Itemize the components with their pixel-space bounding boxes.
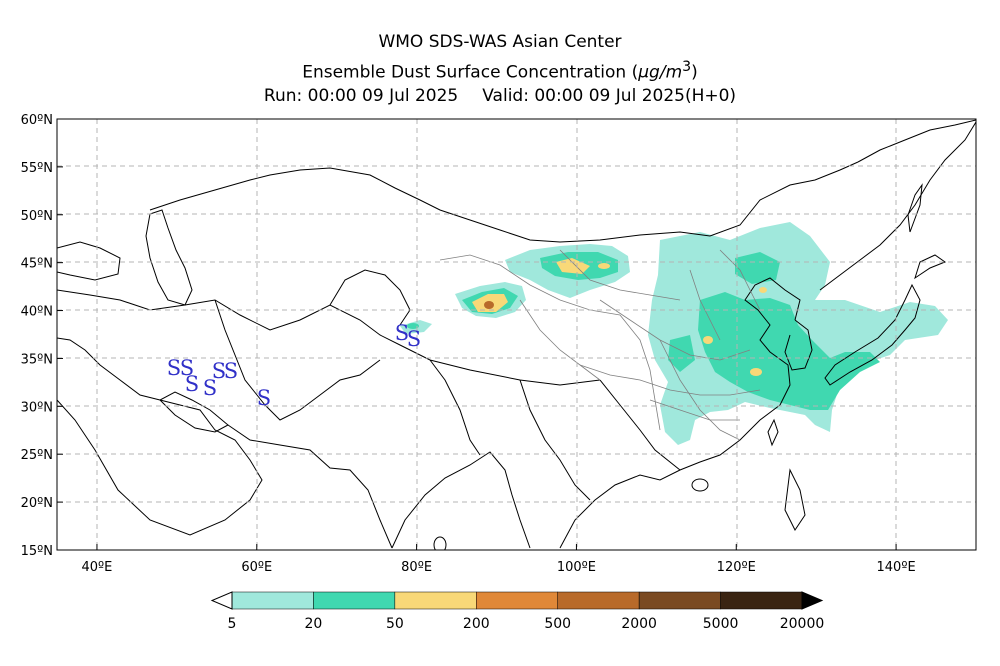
- dust-core-lv5: [484, 301, 494, 309]
- colorbar-level-label: 5000: [703, 616, 739, 632]
- dust-spot-lv3: [598, 263, 610, 269]
- lat-label: 40ºN: [21, 305, 53, 320]
- sandstorm-symbol: S: [257, 386, 271, 410]
- colorbar-swatch: [638, 591, 721, 610]
- lon-label: 120ºE: [717, 560, 756, 575]
- colorbar-swatch: [231, 591, 314, 610]
- colorbar-level-label: 5: [228, 616, 237, 632]
- dust-region-eastasia-lv2: [698, 292, 880, 410]
- colorbar-level-label: 500: [544, 616, 571, 632]
- valid-time: Valid: 00:00 09 Jul 2025(H+0): [482, 86, 737, 106]
- graticule: [57, 119, 976, 550]
- axis-ticks: [57, 118, 897, 551]
- colorbar-swatch: [476, 591, 558, 610]
- longitude-labels: 40ºE 60ºE 80ºE 100ºE 120ºE 140ºE: [82, 560, 916, 575]
- lon-label: 40ºE: [82, 560, 113, 575]
- sandstorm-symbol: S: [395, 321, 409, 345]
- sandstorm-symbol: S: [212, 359, 226, 383]
- lon-label: 60ºE: [241, 560, 272, 575]
- lat-label: 20ºN: [21, 496, 53, 511]
- china-province-boundaries: [439, 249, 761, 441]
- lat-label: 50ºN: [21, 209, 53, 224]
- lat-label: 30ºN: [21, 400, 53, 415]
- sandstorm-symbol: S: [203, 376, 217, 400]
- colorbar-level-label: 200: [463, 616, 490, 632]
- colorbar-over-arrow: [801, 591, 824, 610]
- run-valid-line: Run: 00:00 09 Jul 2025 Valid: 00:00 09 Ju…: [0, 86, 1000, 106]
- dust-concentration-layer: [400, 222, 948, 445]
- map-title: WMO SDS-WAS Asian Center: [378, 32, 622, 52]
- dust-spot-lv3: [750, 368, 762, 376]
- sandstorm-symbol: S: [185, 372, 199, 396]
- sandstorm-symbol: S: [407, 327, 421, 351]
- lat-label: 35ºN: [21, 352, 53, 367]
- dust-spot-lv3: [703, 336, 713, 344]
- lat-label: 55ºN: [21, 161, 53, 176]
- lat-label: 45ºN: [21, 257, 53, 272]
- run-time: Run: 00:00 09 Jul 2025: [263, 86, 459, 106]
- latitude-labels: 15ºN 20ºN 25ºN 30ºN 35ºN 40ºN 45ºN 50ºN 55ºN 60ºN: [21, 113, 53, 559]
- lat-label: 15ºN: [21, 544, 53, 559]
- map-frame: [56, 118, 977, 551]
- colorbar-swatch: [557, 591, 640, 610]
- colorbar-swatch: [394, 591, 477, 610]
- lat-label: 60ºN: [21, 113, 53, 128]
- colorbar-level-label: 20: [305, 616, 323, 632]
- dust-spot-lv2: [407, 323, 419, 329]
- coastline-layer: [57, 119, 976, 550]
- colorbar-level-label: 50: [386, 616, 404, 632]
- colorbar-swatch: [720, 591, 803, 610]
- sandstorm-symbol: S: [224, 359, 238, 383]
- lat-label: 25ºN: [21, 448, 53, 463]
- lon-label: 100ºE: [557, 560, 596, 575]
- colorbar-level-label: 20000: [780, 616, 825, 632]
- dust-spot-lv3: [759, 287, 767, 293]
- colorbar-legend: 5 20 50 200 500 2000 5000 20000: [210, 591, 825, 632]
- dust-region-north-lv2: [735, 252, 780, 284]
- lon-label: 80ºE: [401, 560, 432, 575]
- dust-region-central-lv2: [668, 335, 695, 372]
- colorbar-level-label: 2000: [621, 616, 657, 632]
- sandstorm-symbol: S: [167, 356, 181, 380]
- map-subtitle: Ensemble Dust Surface Concentration (μg/…: [302, 59, 698, 83]
- colorbar-under-arrow: [210, 591, 233, 610]
- lon-label: 140ºE: [877, 560, 916, 575]
- colorbar-swatch: [313, 591, 396, 610]
- sandstorm-symbol: S: [180, 356, 194, 380]
